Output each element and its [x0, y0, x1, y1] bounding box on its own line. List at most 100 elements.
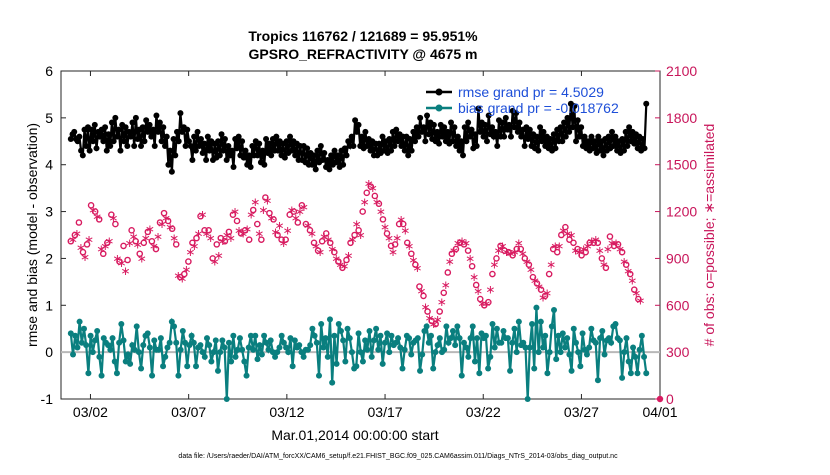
obs-possible-marker [221, 237, 229, 245]
obs-assimilated-marker: ∗ [315, 245, 325, 259]
rmse-point [624, 142, 631, 149]
bias-point [443, 323, 450, 330]
bias-point [386, 349, 393, 356]
bias-point [577, 363, 584, 370]
bias-point [173, 339, 180, 346]
bias-point [515, 318, 522, 325]
x-tick-label: 03/02 [73, 404, 108, 420]
bias-point [542, 332, 549, 339]
bias-point [80, 325, 87, 332]
obs-possible-marker [355, 227, 362, 234]
rmse-point [259, 147, 266, 154]
rmse-point [162, 142, 169, 149]
rmse-point [460, 152, 467, 159]
bias-point [467, 335, 474, 342]
obs-assimilated-marker: ∗ [311, 239, 321, 253]
obs-assimilated-marker: ∗ [279, 236, 289, 250]
rmse-point [177, 110, 184, 117]
bias-point [458, 372, 465, 379]
obs-possible-marker [67, 237, 75, 245]
rmse-point [134, 135, 141, 142]
rmse-point [126, 128, 133, 135]
obs-possible-marker [343, 256, 350, 264]
obs-possible-marker [485, 298, 492, 306]
bias-point [504, 335, 511, 342]
obs-possible-marker [582, 248, 589, 256]
rmse-point [328, 152, 335, 159]
bias-point [513, 349, 520, 356]
bias-point [546, 349, 553, 356]
bias-point [298, 349, 305, 356]
bias-point [487, 353, 494, 360]
rmse-point [591, 138, 598, 145]
obs-assimilated-marker: ∗ [603, 242, 613, 256]
obs-possible-marker [249, 206, 257, 214]
bias-point [344, 325, 351, 332]
bias-point [113, 370, 120, 377]
bias-point [368, 353, 375, 360]
obs-possible-marker [241, 227, 249, 234]
bias-point [395, 335, 402, 342]
obs-assimilated-marker: ∗ [198, 208, 208, 222]
obs-possible-marker [420, 292, 427, 300]
obs-possible-marker [521, 255, 529, 262]
obs-possible-marker [436, 308, 444, 315]
rmse-point [569, 124, 576, 131]
rmse-point [566, 128, 573, 135]
obs-assimilated-marker: ∗ [157, 217, 167, 231]
bias-point [384, 330, 391, 337]
legend-label-bias: bias grand pr = -0.018762 [458, 100, 619, 116]
bias-point [149, 372, 156, 379]
obs-assimilated-marker: ∗ [498, 239, 508, 253]
bias-point [232, 353, 239, 360]
rmse-point [86, 147, 93, 154]
rmse-point [268, 152, 275, 159]
rmse-point [362, 128, 369, 135]
obs-possible-marker [326, 239, 334, 247]
bias-point [261, 332, 268, 339]
bias-point [318, 321, 325, 328]
rmse-point [456, 147, 463, 154]
rmse-point [468, 126, 475, 133]
rmse-point [451, 124, 458, 131]
bias-point [621, 349, 628, 356]
obs-assimilated-marker: ∗ [291, 211, 301, 225]
bias-point [116, 339, 123, 346]
obs-assimilated-marker: ∗ [591, 233, 601, 247]
y2-tick-label: 900 [666, 250, 690, 266]
obs-possible-marker [318, 237, 326, 245]
obs-possible-marker [213, 241, 221, 248]
rmse-point [483, 138, 490, 145]
bias-point [397, 344, 404, 351]
bias-point [98, 372, 105, 379]
obs-assimilated-marker: ∗ [518, 247, 528, 261]
rmse-point [266, 140, 273, 147]
rmse-point [410, 128, 417, 135]
obs-possible-marker [379, 216, 387, 223]
bias-point [445, 339, 452, 346]
bias-point [575, 349, 582, 356]
bias-point [129, 342, 136, 349]
rmse-point [581, 133, 588, 140]
bias-point [160, 363, 167, 370]
bias-point [520, 339, 527, 346]
obs-possible-marker [383, 230, 391, 237]
y-tick-label: 1 [45, 297, 53, 313]
rmse-point [480, 133, 487, 140]
rmse-point [391, 142, 398, 149]
bias-point [278, 332, 285, 339]
rmse-point [103, 147, 110, 154]
rmse-point [475, 105, 482, 112]
y2-tick-label: 300 [666, 344, 690, 360]
obs-assimilated-marker: ∗ [100, 239, 110, 253]
rmse-point [513, 110, 520, 117]
x-tick-label: 03/07 [171, 404, 206, 420]
bias-point [362, 337, 369, 344]
bias-point [100, 335, 107, 342]
obs-assimilated-marker: ∗ [376, 205, 386, 219]
obs-assimilated-marker: ∗ [599, 258, 609, 272]
bias-point [300, 353, 307, 360]
bias-point [469, 323, 476, 330]
bias-point [564, 335, 571, 342]
bias-point [245, 344, 252, 351]
